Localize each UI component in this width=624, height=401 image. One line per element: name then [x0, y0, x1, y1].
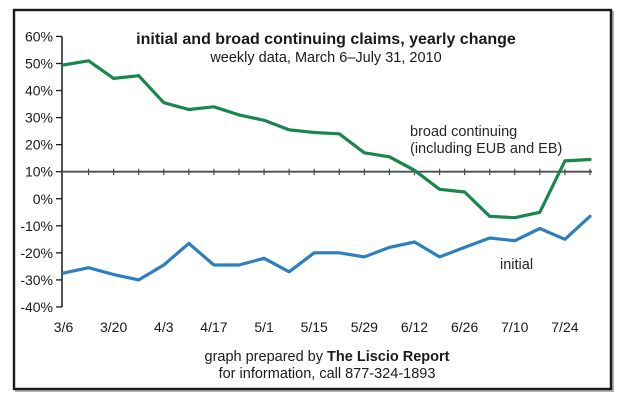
x-tick-label: 5/15	[301, 319, 328, 335]
x-tick-label: 5/1	[254, 319, 274, 335]
y-tick-label: 60%	[25, 28, 53, 44]
x-tick-label: 5/29	[351, 319, 378, 335]
chart-title: initial and broad continuing claims, yea…	[136, 31, 516, 48]
y-tick-label: -20%	[20, 245, 53, 261]
x-tick-label: 3/20	[100, 319, 127, 335]
y-tick-label: -30%	[20, 272, 53, 288]
footer-prepared-by: graph prepared by The Liscio Report	[205, 349, 450, 365]
series-line-broad-continuing	[61, 59, 592, 220]
figure-border	[12, 8, 613, 391]
footer-prepared-prefix: graph prepared by	[205, 349, 328, 365]
x-tick-label: 7/10	[501, 319, 528, 335]
y-tick-label: 30%	[25, 110, 53, 126]
series-line-initial	[61, 214, 592, 282]
series-label: initial	[500, 257, 533, 273]
y-tick-label: -40%	[20, 299, 53, 315]
y-tick-label: 20%	[25, 137, 53, 153]
footer-info-line: for information, call 877-324-1893	[219, 366, 436, 382]
x-tick-label: 7/24	[551, 319, 578, 335]
series-annotations: broad continuing(including EUB and EB) in…	[410, 124, 562, 273]
x-tick-label: 4/17	[200, 319, 227, 335]
series-lines	[61, 59, 592, 282]
x-tick-label: 6/12	[401, 319, 428, 335]
series-label: broad continuing	[410, 124, 517, 140]
y-tick-label: 10%	[25, 164, 53, 180]
y-axis: 60% 50% 40% 30% 20% 10% 0% -10% -20% -30% -40%	[20, 28, 63, 315]
footer-brand: The Liscio Report	[327, 349, 450, 365]
series-label: (including EUB and EB)	[410, 141, 562, 157]
y-tick-label: 0%	[33, 191, 53, 207]
chart-subtitle: weekly data, March 6–July 31, 2010	[209, 50, 441, 66]
y-tick-label: 40%	[25, 83, 53, 99]
x-tick-label: 6/26	[451, 319, 478, 335]
y-tick-label: -10%	[20, 218, 53, 234]
y-tick-label: 50%	[25, 56, 53, 72]
x-tick-label: 4/3	[154, 319, 174, 335]
x-tick-label: 3/6	[54, 319, 74, 335]
x-axis-labels: 3/6 3/20 4/3 4/17 5/1 5/15 5/29 6/12 6/26 7/10 7/2…	[54, 319, 579, 335]
